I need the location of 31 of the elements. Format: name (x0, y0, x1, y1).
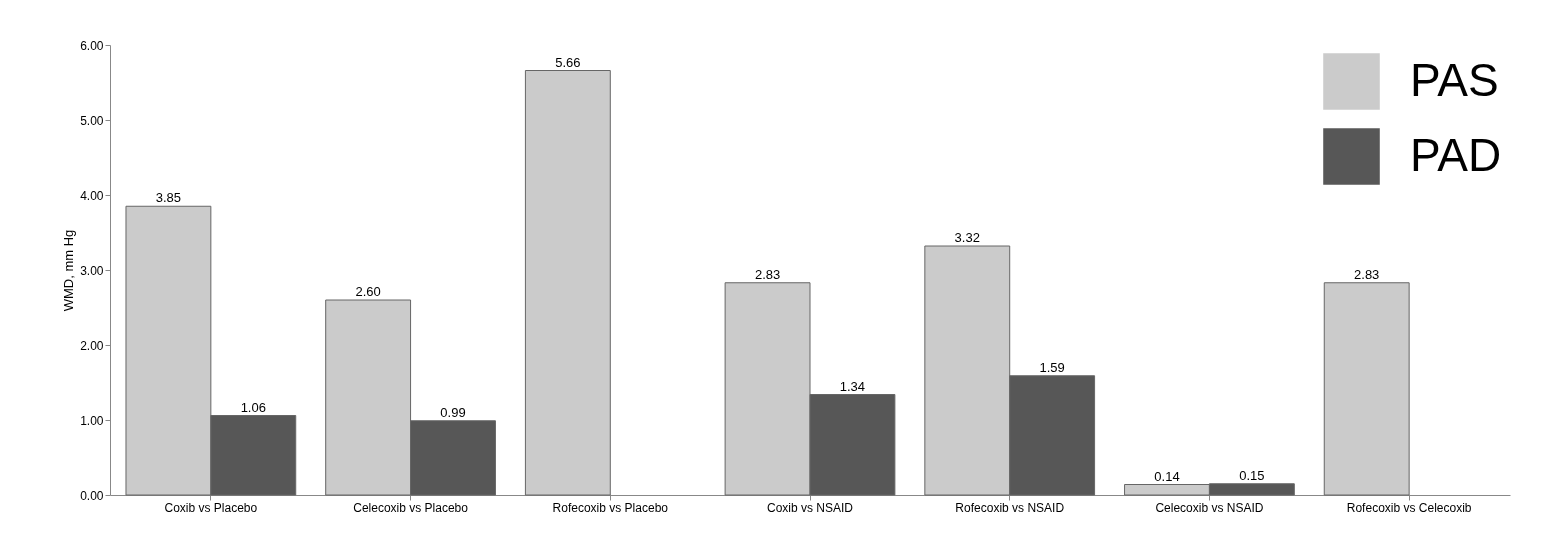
data-label: 1.34 (839, 378, 866, 394)
x-tick-label: Celecoxib vs Placebo (353, 500, 469, 515)
y-tick-label: 4.00 (80, 188, 104, 203)
y-tick-label: 0.00 (80, 488, 104, 503)
bar (524, 70, 611, 496)
x-tick-label: Coxib vs Placebo (164, 500, 258, 515)
y-tick-label: 1.00 (80, 413, 104, 428)
data-label: 0.15 (1239, 467, 1265, 483)
y-axis-title: WMD, mm Hg (61, 229, 77, 312)
data-label: 2.60 (355, 284, 381, 299)
y-tick-label: 2.00 (80, 338, 104, 353)
data-label: 1.06 (240, 399, 266, 415)
y-tick-label: 5.00 (80, 113, 104, 128)
x-tick-label: Rofecoxib vs Celecoxib (1346, 500, 1472, 515)
data-label: 5.66 (555, 54, 581, 70)
data-label: 0.99 (440, 404, 466, 420)
legend-label: PAS (1410, 53, 1499, 106)
data-label: 3.85 (155, 190, 182, 206)
data-label: 1.59 (1039, 359, 1065, 375)
x-tick-label: Coxib vs NSAID (766, 500, 854, 515)
x-tick-label: Rofecoxib vs Placebo (552, 500, 669, 515)
y-tick-label: 6.00 (80, 38, 104, 53)
data-label: 2.83 (754, 266, 781, 282)
x-tick-label: Rofecoxib vs NSAID (955, 500, 1065, 515)
data-label: 2.83 (1354, 266, 1380, 282)
y-tick-label: 3.00 (80, 263, 104, 278)
bar (1323, 282, 1410, 496)
data-label: 3.32 (954, 230, 980, 245)
data-label: 0.14 (1154, 468, 1180, 484)
legend-label: PAD (1410, 128, 1502, 181)
x-tick-label: Celecoxib vs NSAID (1155, 500, 1264, 515)
